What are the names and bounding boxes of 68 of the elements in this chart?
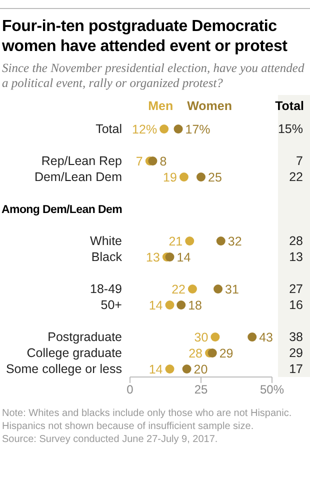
data-label: 14 xyxy=(148,298,163,312)
point xyxy=(165,252,174,262)
data-label: 18 xyxy=(188,298,202,312)
text: 22 xyxy=(289,170,303,185)
y2-axis-title: Total xyxy=(275,99,304,113)
y-tick-label: 50+ xyxy=(100,298,122,312)
data-label: 31 xyxy=(225,282,239,296)
point xyxy=(188,284,197,294)
data-label: 7 xyxy=(136,154,143,168)
data-label: 17% xyxy=(185,122,210,136)
chart-subtitle: Since the November presidential election, have you attended a political event, rally or organized protest? xyxy=(2,61,306,91)
data-label: 22 xyxy=(172,282,186,296)
y-tick-label: Black xyxy=(91,250,123,264)
x-tick-label: 0 xyxy=(126,382,134,397)
data-label: 25 xyxy=(208,170,222,184)
y-tick-label: Rep/Lean Rep xyxy=(41,154,122,168)
x-tick-label: 25 xyxy=(194,382,208,397)
point xyxy=(214,284,223,294)
point xyxy=(179,172,188,182)
data-label: 29 xyxy=(219,346,234,360)
text: 7 xyxy=(296,154,303,169)
y-tick-label: College graduate xyxy=(26,346,122,360)
point xyxy=(165,364,174,374)
point xyxy=(182,364,192,374)
text: 38 xyxy=(289,330,303,345)
point xyxy=(210,332,220,342)
y-tick-label: White xyxy=(90,234,122,248)
data-label: 20 xyxy=(194,362,208,376)
point xyxy=(196,172,206,182)
point xyxy=(174,124,183,134)
point xyxy=(216,236,226,246)
data-label: 13 xyxy=(146,250,160,264)
text: 27 xyxy=(289,282,303,297)
data-label: 19 xyxy=(163,170,178,184)
data-label: 32 xyxy=(228,234,242,248)
chart-title: Four-in-ten postgraduate Democratic women have attended event or protest xyxy=(1,17,288,57)
source-note: Source: Survey conducted June 27-July 9, 2017. xyxy=(2,433,219,446)
data-label: 8 xyxy=(160,154,167,168)
point xyxy=(248,332,257,342)
data-label: 28 xyxy=(188,346,203,360)
text: 17 xyxy=(289,362,303,377)
data-label: 21 xyxy=(168,234,183,248)
text: 28 xyxy=(289,234,303,249)
point xyxy=(208,348,217,358)
y-tick-label: Among Dem/Lean Dem xyxy=(2,204,122,216)
data-label: 43 xyxy=(259,330,274,344)
x-tick-label: 50% xyxy=(260,382,284,397)
data-label: 14 xyxy=(176,250,191,264)
data-label: 12% xyxy=(132,122,158,136)
y-tick-label: Postgraduate xyxy=(48,330,122,344)
point xyxy=(160,124,169,134)
y-tick-label: 18-49 xyxy=(90,282,122,296)
series-label: Men xyxy=(148,99,174,113)
y-tick-label: Dem/Lean Dem xyxy=(34,170,122,184)
y-tick-label: Total xyxy=(96,122,122,136)
data-label: 14 xyxy=(148,362,163,376)
y-tick-label: Some college or less xyxy=(6,362,122,376)
text: 16 xyxy=(289,298,303,313)
text: 15% xyxy=(278,122,303,137)
series-label: Women xyxy=(187,99,232,113)
point xyxy=(176,300,186,310)
point xyxy=(165,300,174,310)
data-label: 30 xyxy=(194,330,208,344)
point xyxy=(185,236,194,246)
text: 29 xyxy=(289,346,303,361)
text: 13 xyxy=(289,250,303,265)
text: Note: Whites and blacks include only those who are not Hispanic. Hispanics not shown because of insufficient sample size. xyxy=(2,407,293,433)
point xyxy=(148,156,158,166)
